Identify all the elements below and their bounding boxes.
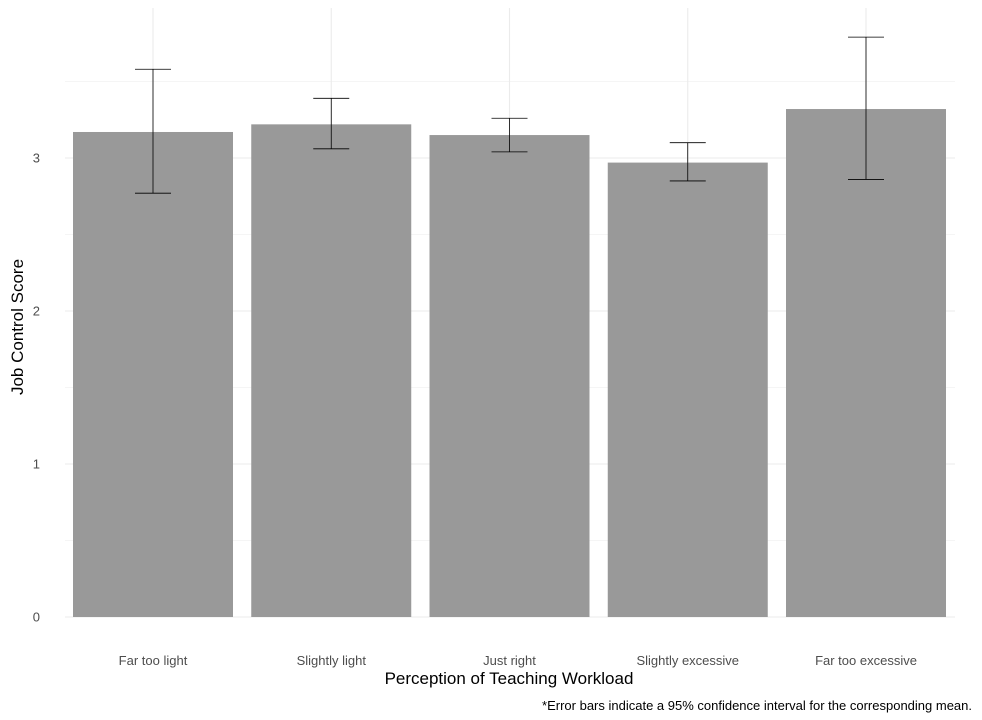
error-bar	[491, 117, 528, 153]
bar	[73, 131, 233, 618]
y-tick-label: 0	[33, 610, 40, 625]
x-tick-label: Slightly light	[297, 653, 367, 668]
bar	[607, 162, 768, 617]
x-tick-labels: Far too light Slightly light Just right Sli…	[119, 653, 917, 668]
y-tick-labels: 0 1 2 3	[33, 151, 40, 625]
y-tick-label: 2	[33, 304, 40, 319]
bar	[251, 124, 412, 617]
caption: *Error bars indicate a 95% confidence in…	[542, 698, 972, 713]
y-tick-label: 3	[33, 151, 40, 166]
x-axis-title: Perception of Teaching Workload	[385, 669, 634, 688]
x-tick-label: Far too light	[119, 653, 188, 668]
bars	[73, 109, 946, 618]
error-bar	[848, 36, 884, 180]
error-bar	[135, 68, 171, 194]
y-axis-title: Job Control Score	[8, 259, 27, 395]
x-tick-label: Far too excessive	[815, 653, 917, 668]
x-tick-label: Slightly excessive	[636, 653, 739, 668]
error-bar	[669, 142, 706, 182]
y-tick-label: 1	[33, 457, 40, 472]
bar	[429, 135, 590, 618]
bar	[786, 109, 946, 617]
x-tick-label: Just right	[483, 653, 536, 668]
error-bar	[313, 97, 350, 150]
error-bars	[135, 36, 884, 194]
